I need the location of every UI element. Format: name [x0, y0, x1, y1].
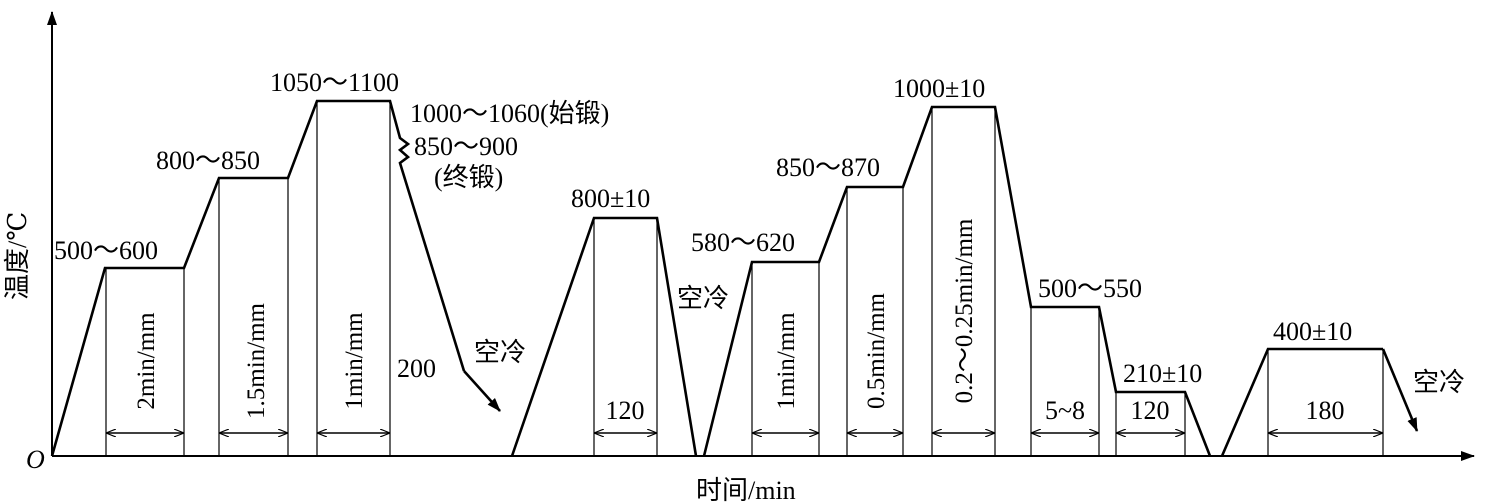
temp-label-forge-end-note: (终锻) [434, 163, 503, 192]
temp-label-1050-1100: 1050～1100 [270, 68, 399, 97]
temp-label-500-600: 500～600 [54, 236, 158, 265]
temp-label-forge-end: 850～900 [414, 132, 518, 161]
temp-label-forge-start: 1000～1060(始锻) [410, 99, 609, 128]
temp-label-400-10: 400±10 [1273, 317, 1352, 346]
temp-label-200: 200 [397, 354, 436, 383]
origin-label: O [26, 445, 45, 474]
hold-label-0-5min: 0.5min/mm [863, 292, 890, 409]
hold-label-0-2min: 0.2～0.25min/mm [951, 218, 978, 403]
temp-label-210-10: 210±10 [1123, 359, 1202, 388]
annealing-curve [510, 216, 698, 457]
hold-guide-lines [105, 101, 1384, 456]
quenching-curve [702, 105, 1212, 457]
cooling-label-2: 空冷 [677, 284, 729, 313]
temp-label-850-870: 850～870 [776, 153, 880, 182]
temp-label-580-620: 580～620 [691, 228, 795, 257]
y-axis-label: 温度/℃ [3, 212, 32, 300]
hold-label-120-anneal: 120 [606, 396, 645, 425]
cooling-label-3: 空冷 [1413, 368, 1465, 397]
temp-label-1000-10: 1000±10 [893, 74, 985, 103]
forging-cooling-arrow [463, 370, 501, 412]
temp-label-800-10: 800±10 [571, 184, 650, 213]
x-axis-label: 时间/min [696, 476, 796, 504]
cooling-label-1: 空冷 [474, 338, 526, 367]
hold-label-1-5min: 1.5min/mm [243, 302, 270, 419]
hold-label-2min: 2min/mm [133, 312, 160, 410]
hold-label-1min: 1min/mm [341, 312, 368, 410]
hold-label-1min-quench: 1min/mm [773, 312, 800, 410]
temp-label-500-550: 500～550 [1038, 274, 1142, 303]
hold-label-120-quench: 120 [1131, 396, 1170, 425]
hold-label-5-8: 5~8 [1045, 396, 1085, 425]
temp-label-800-850: 800～850 [156, 146, 260, 175]
hold-label-180: 180 [1306, 396, 1345, 425]
tempering-cooling-arrow [1381, 348, 1419, 432]
tempering-curve [1220, 347, 1383, 457]
